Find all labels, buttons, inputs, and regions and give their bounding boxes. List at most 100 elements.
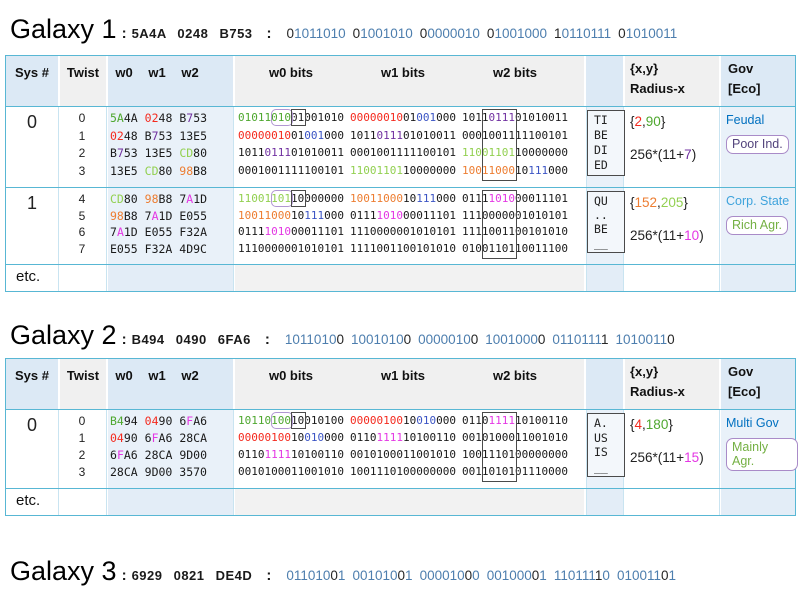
header-xy: {x,y} bbox=[630, 61, 659, 76]
header-cell-background bbox=[6, 359, 58, 409]
seed-bit: 1 bbox=[373, 332, 382, 347]
header-cell-background bbox=[60, 56, 106, 106]
rotated-bit: 0 bbox=[397, 568, 406, 583]
bits-text: 9D00 bbox=[179, 448, 208, 462]
twist-value: 1 bbox=[78, 431, 86, 445]
bits-text: 01010011 bbox=[291, 146, 344, 159]
government-label: Multi Gov bbox=[726, 416, 779, 430]
seed-byte: 11011110 bbox=[554, 568, 610, 583]
header-cell-background bbox=[108, 56, 233, 106]
space bbox=[138, 129, 145, 143]
seed-bit: 0 bbox=[655, 26, 664, 41]
bits-text: 53 bbox=[158, 128, 173, 143]
colored-bits: A bbox=[186, 192, 194, 206]
column-separator bbox=[623, 265, 624, 291]
seed-bit: 0 bbox=[516, 568, 525, 583]
bit-row: 1 0490 6FA6 28CA 0000010010010000 011011111… bbox=[6, 431, 795, 449]
name-pair-box: TI BE DI ED bbox=[587, 110, 625, 176]
bits-text: 1D bbox=[158, 208, 173, 223]
seed-bit: 1 bbox=[668, 568, 677, 583]
header-cell-background bbox=[108, 359, 233, 409]
w0-bits: 1011010010010100 bbox=[238, 414, 344, 427]
seed-bit: 1 bbox=[315, 568, 323, 583]
seed-bit: 1 bbox=[350, 332, 359, 347]
space bbox=[138, 431, 145, 445]
space bbox=[138, 192, 145, 206]
seed-bit: 0 bbox=[648, 26, 656, 41]
bits-text: 1110000001010101 bbox=[462, 208, 568, 222]
bits-text: 0010100011001010 bbox=[238, 465, 344, 478]
rotated-bit: 1 bbox=[554, 26, 562, 41]
bits-text: 000 bbox=[436, 414, 456, 427]
bits-text: 3570 bbox=[179, 465, 207, 479]
column-separator bbox=[106, 489, 107, 515]
rotated-bit: 0 bbox=[286, 26, 295, 41]
seed-bit: 0 bbox=[616, 568, 625, 583]
space bbox=[138, 209, 145, 223]
brace: } bbox=[660, 114, 666, 129]
header-cell-background bbox=[586, 56, 623, 106]
bit-row: 2 6FA6 28CA 9D00 0110111110100110 001010001… bbox=[6, 448, 795, 466]
seed-values: B494 0490 6FA6 bbox=[110, 414, 207, 428]
column-tint bbox=[721, 265, 795, 291]
colored-bits: 1111 bbox=[376, 431, 404, 444]
colored-bits: CD bbox=[144, 163, 159, 178]
seed-bit: 0 bbox=[418, 332, 426, 347]
galaxy3-heading: Galaxy 3:6929 0821 DE4D:01101001 00101001… bbox=[10, 556, 683, 587]
rotated-bit: 0 bbox=[531, 568, 540, 583]
colored-bits: 00000010 bbox=[350, 111, 403, 124]
twist-value: 1 bbox=[78, 128, 86, 143]
w0-bits: 0101101001001010 bbox=[238, 111, 344, 124]
seed-bit: 0 bbox=[631, 568, 640, 583]
bits-text: 10 bbox=[290, 208, 305, 222]
rotated-bit: 0 bbox=[336, 332, 344, 347]
seed-bit: 1 bbox=[575, 568, 582, 583]
w2-bits: 0100110110011100 bbox=[462, 242, 568, 255]
colored-bits: 7 bbox=[116, 146, 124, 160]
bit-row: 0 5A4A 0248 B753 0101101001001010 000000100… bbox=[6, 111, 795, 129]
bits-text: 80 bbox=[193, 146, 208, 160]
seed-bit: 0 bbox=[322, 568, 331, 583]
column-separator bbox=[586, 265, 587, 291]
bits-text: 01 bbox=[402, 111, 417, 124]
bits-text: { bbox=[630, 417, 635, 432]
colored-bits: 1010 bbox=[376, 208, 404, 222]
rotated-bit: 0 bbox=[419, 26, 428, 41]
w2-bits: 0110111110100110 bbox=[462, 414, 568, 427]
economy-badge: Poor Ind. bbox=[726, 135, 789, 154]
seed-bit: 0 bbox=[492, 332, 501, 347]
bits-text: B8 bbox=[158, 192, 173, 206]
radius-n: 7 bbox=[684, 147, 692, 162]
header-cell-background bbox=[625, 359, 719, 409]
seed-bit: 1 bbox=[560, 568, 568, 583]
twist-value: 2 bbox=[78, 448, 86, 462]
column-tint bbox=[108, 188, 233, 264]
colored-bits: 11001101 bbox=[462, 146, 515, 159]
bits-text: 90 bbox=[158, 414, 173, 428]
header-w2: w2 bbox=[181, 65, 199, 80]
header-cell-background bbox=[235, 56, 584, 106]
rotated-bit: 1 bbox=[594, 568, 603, 583]
column-separator bbox=[586, 489, 587, 515]
seed-bit: 0 bbox=[509, 568, 517, 583]
coords-column: {4,180} 256*(11+15) bbox=[630, 417, 722, 465]
bits-text: 0110 bbox=[238, 448, 265, 461]
column-separator bbox=[623, 489, 624, 515]
seed-bit: 0 bbox=[567, 568, 576, 583]
colored-bits: 11001101 bbox=[238, 192, 291, 205]
rotated-bit: 0 bbox=[403, 332, 412, 347]
column-tint bbox=[108, 107, 233, 187]
economy-badge: Mainly Agr. bbox=[726, 438, 798, 471]
separator-colon: : bbox=[264, 331, 270, 348]
colored-bits: 010 bbox=[304, 431, 325, 444]
bits-text: 80 bbox=[158, 163, 173, 178]
bits-text: 1D bbox=[193, 192, 208, 206]
brace: } bbox=[683, 195, 688, 210]
rotated-bit: 0 bbox=[537, 332, 546, 347]
seed-byte: 00100001 bbox=[487, 568, 547, 583]
seed-bit: 1 bbox=[663, 26, 670, 41]
bits-text: 28CA bbox=[110, 465, 138, 479]
column-separator bbox=[586, 410, 587, 488]
bits-text: 13E5 bbox=[179, 128, 208, 143]
header-cell-background bbox=[586, 359, 623, 409]
